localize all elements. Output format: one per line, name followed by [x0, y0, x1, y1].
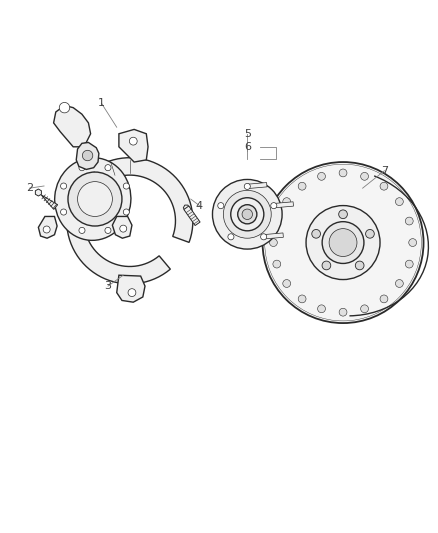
- Polygon shape: [184, 206, 200, 225]
- Circle shape: [79, 228, 85, 233]
- Circle shape: [312, 230, 321, 238]
- Circle shape: [60, 183, 67, 189]
- Circle shape: [322, 261, 331, 270]
- Text: 4: 4: [196, 200, 203, 211]
- Polygon shape: [41, 195, 58, 209]
- Circle shape: [244, 183, 251, 189]
- Circle shape: [60, 209, 67, 215]
- Circle shape: [123, 183, 129, 189]
- Circle shape: [242, 209, 253, 220]
- Circle shape: [405, 260, 413, 268]
- Circle shape: [318, 172, 325, 180]
- Circle shape: [212, 180, 282, 249]
- Circle shape: [360, 305, 368, 313]
- Circle shape: [396, 280, 403, 287]
- Circle shape: [123, 209, 129, 215]
- Circle shape: [396, 198, 403, 206]
- Circle shape: [59, 102, 70, 113]
- Circle shape: [339, 169, 347, 177]
- Circle shape: [82, 150, 93, 161]
- Text: 3: 3: [105, 281, 112, 291]
- Polygon shape: [247, 182, 267, 189]
- Circle shape: [273, 217, 281, 225]
- Circle shape: [269, 239, 277, 246]
- Circle shape: [271, 203, 277, 209]
- Circle shape: [366, 230, 374, 238]
- Text: 7: 7: [381, 166, 388, 176]
- Polygon shape: [264, 233, 283, 239]
- Circle shape: [79, 165, 85, 171]
- Circle shape: [339, 210, 347, 219]
- Text: 5: 5: [244, 129, 251, 139]
- Polygon shape: [53, 106, 91, 147]
- Circle shape: [360, 172, 368, 180]
- Circle shape: [298, 295, 306, 303]
- Circle shape: [283, 198, 291, 206]
- Circle shape: [262, 162, 424, 323]
- Polygon shape: [119, 130, 148, 162]
- Circle shape: [128, 289, 136, 296]
- Circle shape: [105, 165, 111, 171]
- Circle shape: [339, 308, 347, 316]
- Circle shape: [261, 234, 267, 240]
- Circle shape: [68, 172, 122, 226]
- Circle shape: [405, 217, 413, 225]
- Circle shape: [380, 295, 388, 303]
- Circle shape: [129, 137, 137, 145]
- Circle shape: [298, 182, 306, 190]
- Circle shape: [231, 198, 264, 231]
- Circle shape: [273, 260, 281, 268]
- Circle shape: [306, 206, 380, 279]
- Circle shape: [120, 225, 127, 232]
- Circle shape: [105, 228, 111, 233]
- Text: 2: 2: [26, 183, 33, 193]
- Circle shape: [238, 205, 257, 224]
- Circle shape: [218, 203, 224, 209]
- Circle shape: [283, 280, 291, 287]
- Circle shape: [318, 305, 325, 313]
- Circle shape: [355, 261, 364, 270]
- Circle shape: [223, 190, 271, 238]
- Circle shape: [380, 182, 388, 190]
- Text: 1: 1: [98, 98, 105, 108]
- Circle shape: [409, 239, 417, 246]
- Polygon shape: [117, 275, 145, 302]
- Polygon shape: [76, 142, 99, 169]
- Polygon shape: [35, 189, 42, 196]
- Circle shape: [43, 226, 50, 233]
- Polygon shape: [274, 202, 293, 208]
- Circle shape: [228, 234, 234, 240]
- Polygon shape: [39, 216, 57, 238]
- Circle shape: [78, 182, 113, 216]
- Ellipse shape: [55, 158, 131, 240]
- Circle shape: [329, 229, 357, 256]
- Text: 6: 6: [244, 142, 251, 152]
- Polygon shape: [113, 216, 132, 238]
- Circle shape: [322, 222, 364, 263]
- Polygon shape: [67, 158, 193, 284]
- Polygon shape: [184, 205, 189, 211]
